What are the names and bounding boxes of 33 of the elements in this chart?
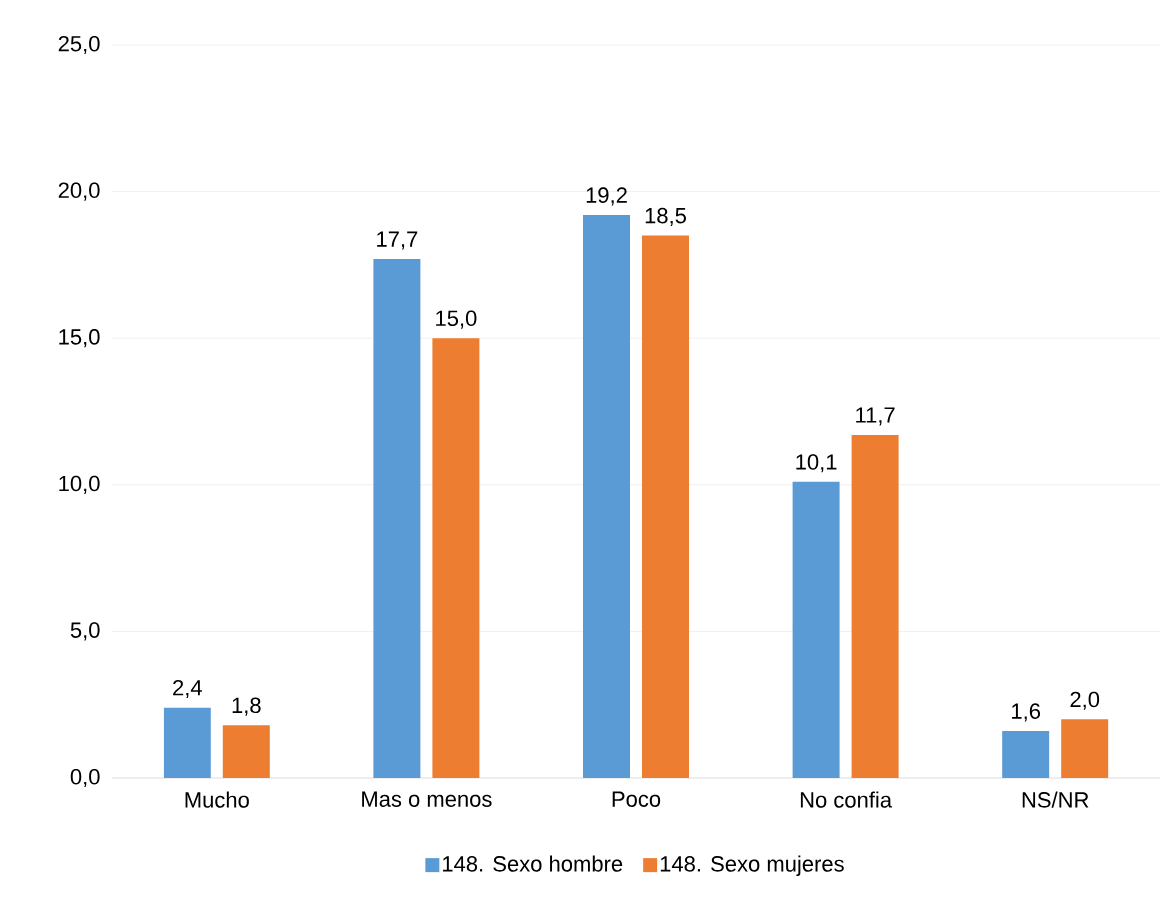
x-tick-label: Mucho (185, 791, 249, 808)
data-label: 19,2 (586, 187, 627, 206)
bar (163, 707, 211, 778)
data-label: 1,6 (1012, 703, 1041, 722)
bar (373, 259, 421, 778)
data-label: 2,4 (173, 679, 202, 699)
y-tick-label: 5,0 (70, 622, 100, 641)
x-tick-label: No confia (800, 791, 893, 808)
data-label: 11,7 (856, 407, 895, 426)
data-label: 1,8 (232, 697, 261, 716)
bar (222, 725, 270, 778)
bar (851, 434, 899, 778)
legend-label: 148. Sexo hombre (443, 855, 623, 872)
x-tick-label: NS/NR (1022, 791, 1089, 808)
data-label: 17,7 (377, 231, 418, 250)
data-label: 10,1 (796, 454, 837, 473)
bar (792, 481, 840, 778)
y-tick-label: 10,0 (59, 475, 100, 494)
bar (583, 215, 630, 778)
y-tick-label: 25,0 (58, 35, 100, 55)
data-label: 18,5 (645, 207, 686, 227)
bar (1061, 719, 1109, 778)
data-label: 15,0 (436, 310, 477, 329)
bar (432, 338, 480, 778)
x-tick-label: Poco (612, 791, 661, 807)
data-label: 2,0 (1070, 691, 1100, 710)
y-tick-label: 0,0 (70, 768, 100, 788)
bar (641, 235, 689, 778)
bar (1002, 731, 1050, 778)
y-tick-label: 20,0 (58, 182, 100, 201)
legend-label: 148. Sexo mujeres (660, 855, 844, 877)
x-tick-label: Mas o menos (362, 791, 492, 807)
y-tick-label: 15,0 (59, 329, 100, 348)
